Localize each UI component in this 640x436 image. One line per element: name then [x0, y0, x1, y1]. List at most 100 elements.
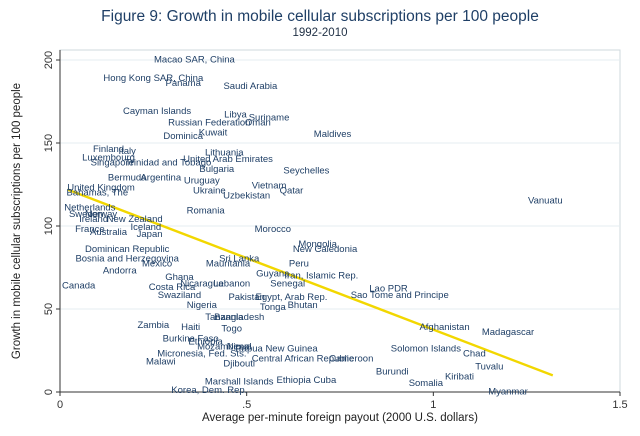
data-point-label: Guyana: [256, 269, 290, 280]
data-point-label: Norway: [85, 209, 117, 220]
data-point-label: Kiribati: [445, 372, 474, 383]
data-point-label: Chad: [463, 348, 486, 359]
data-point-label: Burkina Faso: [163, 333, 219, 344]
data-point-label: Nepal: [227, 342, 252, 353]
data-point-label: Sweden: [69, 209, 103, 220]
data-point-label: Madagascar: [482, 327, 534, 338]
data-point-label: Tanzania: [205, 312, 244, 323]
data-point-label: Canada: [62, 280, 96, 291]
data-point-label: France: [75, 224, 105, 235]
data-point-label: Lebanon: [213, 279, 250, 290]
data-point-label: Sao Tome and Principe: [351, 290, 449, 301]
y-tick-label: 0: [43, 389, 55, 395]
data-point-label: Ukraine: [193, 186, 226, 197]
data-point-label: Vanuatu: [528, 196, 563, 207]
data-point-label: Cayman Islands: [123, 106, 191, 117]
data-point-label: Marshall Islands: [205, 377, 274, 388]
plot-area: [59, 49, 621, 393]
data-point-label: Qatar: [280, 186, 304, 197]
data-point-label: Oman: [245, 118, 271, 129]
data-point-label: Bhutan: [288, 300, 318, 311]
data-point-label: Uruguay: [184, 176, 220, 187]
data-point-label: Ethiopia Cuba: [277, 375, 337, 386]
data-point-label: Somalia: [409, 378, 444, 389]
x-tick-label: 0: [57, 399, 63, 411]
data-point-label: Afghanistan: [419, 322, 469, 333]
data-point-label: New Zealand: [107, 214, 163, 225]
data-point-label: Micronesia, Fed. Sts.: [157, 348, 246, 359]
data-point-label: Luxembourg: [82, 152, 135, 163]
data-point-label: Korea, Dem. Rep.: [171, 385, 247, 396]
data-point-label: Haiti: [181, 322, 200, 333]
chart-title: Figure 9: Growth in mobile cellular subs…: [101, 8, 539, 25]
data-point-label: Zambia: [137, 320, 169, 331]
data-point-label: Myanmar: [488, 387, 528, 398]
y-tick-label: 200: [43, 51, 55, 69]
data-point-label: Romania: [187, 206, 226, 217]
data-point-label: Finland: [93, 144, 124, 155]
data-point-label: Mexico: [142, 259, 172, 270]
data-point-label: Egypt, Arab Rep.: [256, 292, 328, 303]
data-point-label: Seychelles: [283, 166, 329, 177]
data-point-label: Lao PDR: [369, 284, 408, 295]
data-point-label: Uzbekistan: [223, 191, 270, 202]
data-point-label: Saudi Arabia: [223, 81, 278, 92]
data-point-label: Japan: [137, 229, 163, 240]
x-tick-label: 1.5: [612, 399, 627, 411]
data-point-label: Tuvalu: [475, 362, 503, 373]
data-point-label: Pakistan: [228, 292, 264, 303]
data-point-label: Iran, Islamic Rep.: [284, 270, 358, 281]
data-point-label: Togo: [221, 323, 242, 334]
data-point-label: Costa Rica: [149, 282, 196, 293]
data-point-label: United Arab Emirates: [183, 154, 273, 165]
data-point-label: Swaziland: [158, 290, 201, 301]
data-point-label: Netherlands: [64, 202, 115, 213]
data-point-label: Russian Federation: [168, 118, 250, 129]
data-point-label: Sri Lanka: [219, 254, 260, 265]
data-point-label: Peru: [289, 259, 309, 270]
x-axis-title: Average per-minute foreign payout (2000 …: [202, 412, 478, 424]
data-point-label: Bahamas, The: [67, 187, 129, 198]
data-point-label: New Caledonia: [293, 244, 358, 255]
data-point-label: Trinidad and Tobago: [125, 157, 211, 168]
data-point-label: Bermuda: [108, 172, 147, 183]
data-point-label: United Kingdom: [67, 182, 135, 193]
data-point-label: Dominican Republic: [85, 244, 170, 255]
data-point-label: Argentina: [140, 172, 181, 183]
data-point-label: Mongolia: [298, 239, 337, 250]
data-point-label: Djibouti: [223, 358, 255, 369]
data-point-label: Solomon Islands: [391, 343, 461, 354]
data-point-label: Ghana: [165, 272, 194, 283]
data-point-label: Australia: [90, 227, 128, 238]
data-point-label: Mauritania: [206, 259, 251, 270]
data-point-label: Nigeria: [187, 300, 218, 311]
y-tick-label: 100: [43, 217, 55, 235]
data-point-label: Vietnam: [252, 181, 287, 192]
x-tick-label: .5: [242, 399, 251, 411]
data-point-label: Bosnia and Herzegovina: [75, 254, 179, 265]
y-tick-label: 50: [43, 303, 55, 315]
data-point-label: Burundi: [376, 367, 409, 378]
data-point-label: Malawi: [146, 357, 176, 368]
data-point-label: Andorra: [103, 265, 138, 276]
chart-subtitle: 1992-2010: [292, 27, 348, 39]
data-point-label: Central African Republic: [252, 353, 354, 364]
data-point-label: Ethiopia: [188, 337, 223, 348]
data-point-label: Italy: [118, 146, 136, 157]
data-point-label: Dominica: [163, 131, 203, 142]
data-point-label: Panama: [166, 78, 202, 89]
x-tick-label: 1: [430, 399, 436, 411]
data-point-label: Kuwait: [199, 128, 228, 139]
data-point-label: Morocco: [255, 224, 291, 235]
data-point-label: Nicaragua: [180, 279, 224, 290]
data-point-label: Papua New Guinea: [235, 343, 318, 354]
data-point-label: Maldives: [314, 129, 352, 140]
data-point-label: Iceland: [131, 222, 162, 233]
data-point-label: Bangladesh: [214, 312, 264, 323]
data-point-label: Macao SAR, China: [154, 55, 236, 66]
data-point-label: Lithuania: [205, 147, 244, 158]
data-point-label: Libya: [224, 109, 247, 120]
data-point-label: Senegal: [270, 279, 305, 290]
